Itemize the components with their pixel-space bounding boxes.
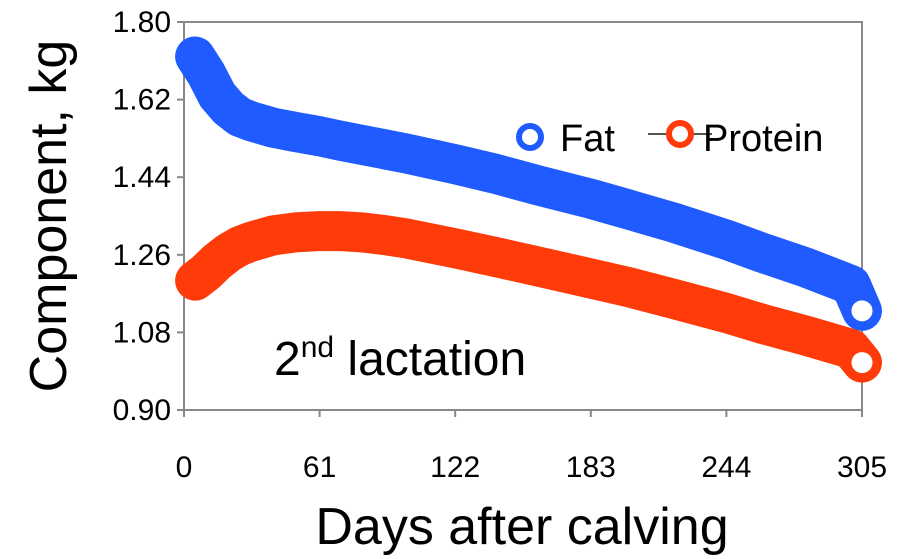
- end-marker-fat: [844, 293, 880, 329]
- y-tick-label: 1.26: [113, 239, 171, 272]
- data-point-protein: [572, 260, 609, 297]
- data-point-protein: [743, 305, 780, 342]
- x-tick-label: 122: [430, 451, 480, 484]
- legend: Fat Protein: [516, 118, 823, 160]
- data-point-fat: [610, 191, 647, 228]
- data-point-fat: [655, 204, 692, 241]
- data-point-fat: [477, 155, 514, 192]
- x-tick-label: 61: [303, 451, 336, 484]
- x-axis-ticks: 0 61 122 183 244 305: [176, 410, 887, 484]
- y-axis-ticks: 0.90 1.08 1.26 1.44 1.62 1.80: [113, 6, 184, 427]
- lactation-annotation: 2nd lactation: [274, 331, 526, 386]
- points-layer: [177, 38, 880, 381]
- y-tick-label: 1.80: [113, 6, 171, 39]
- data-point-protein: [477, 238, 514, 275]
- data-point-fat: [572, 180, 609, 217]
- legend-marker-protein: [666, 120, 694, 148]
- annotation-main: 2: [274, 333, 301, 386]
- x-tick-label: 305: [837, 451, 887, 484]
- legend-marker-fat: [516, 123, 544, 151]
- x-axis-title: Days after calving: [315, 498, 728, 556]
- data-point-fat: [437, 146, 474, 183]
- y-tick-label: 1.62: [113, 84, 171, 117]
- annotation-rest: lactation: [334, 333, 526, 386]
- x-tick-label: 0: [176, 451, 193, 484]
- data-point-fat: [521, 167, 558, 204]
- y-tick-label: 0.90: [113, 394, 171, 427]
- data-point-fat: [788, 249, 825, 286]
- data-point-protein: [655, 280, 692, 317]
- data-point-protein: [610, 269, 647, 306]
- end-marker-protein: [844, 345, 880, 381]
- data-point-protein: [788, 317, 825, 354]
- data-point-protein: [521, 248, 558, 285]
- data-point-protein: [437, 230, 474, 267]
- y-tick-label: 1.08: [113, 316, 171, 349]
- x-tick-label: 244: [701, 451, 751, 484]
- data-point-protein: [388, 220, 425, 257]
- annotation-sup: nd: [301, 331, 334, 364]
- legend-label-fat: Fat: [560, 118, 615, 160]
- data-point-protein: [708, 295, 745, 331]
- legend-label-protein: Protein: [703, 118, 823, 160]
- data-point-fat: [388, 135, 425, 172]
- data-point-fat: [743, 234, 780, 271]
- y-tick-label: 1.44: [113, 161, 171, 194]
- data-point-fat: [708, 221, 745, 258]
- x-tick-label: 183: [566, 451, 616, 484]
- y-axis-title: Component, kg: [20, 40, 78, 393]
